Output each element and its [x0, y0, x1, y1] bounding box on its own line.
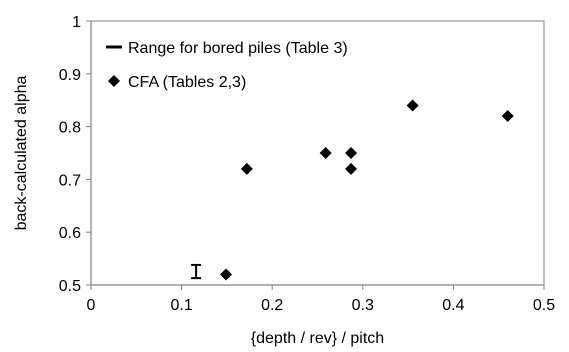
data-marks	[191, 99, 514, 281]
x-axis-ticks: 0 0.1 0.2 0.3 0.4 0.5	[87, 285, 555, 314]
y-tick-label: 0.5	[59, 278, 81, 295]
y-axis-ticks: 0.5 0.6 0.7 0.8 0.9 1	[59, 14, 91, 295]
legend-label-cfa: CFA (Tables 2,3)	[128, 74, 246, 91]
legend-swatch-cfa	[108, 75, 120, 87]
cfa-point	[345, 162, 358, 175]
plot-area-frame	[90, 20, 545, 286]
cfa-point	[219, 268, 232, 281]
y-tick-label: 0.6	[59, 225, 81, 242]
y-tick-label: 0.7	[59, 172, 81, 189]
x-tick-label: 0.4	[442, 297, 464, 314]
y-axis-label: back-calculated alpha	[13, 76, 30, 231]
x-tick-label: 0	[87, 297, 96, 314]
x-tick-label: 0.1	[170, 297, 192, 314]
x-tick-label: 0.2	[261, 297, 283, 314]
x-tick-label: 0.3	[352, 297, 374, 314]
cfa-point	[501, 110, 514, 123]
y-tick-label: 0.8	[59, 120, 81, 137]
x-axis-label: {depth / rev} / pitch	[251, 330, 384, 347]
x-tick-label: 0.5	[533, 297, 555, 314]
legend-diamond-marker	[108, 75, 120, 87]
legend-label-bored-piles: Range for bored piles (Table 3)	[128, 40, 348, 57]
y-tick-label: 1	[72, 14, 81, 31]
legend: Range for bored piles (Table 3) CFA (Tab…	[106, 40, 348, 91]
cfa-point	[240, 162, 253, 175]
cfa-point	[406, 99, 419, 112]
cfa-point	[345, 147, 358, 159]
axes	[90, 20, 545, 286]
y-tick-label: 0.9	[59, 67, 81, 84]
bored-piles-range-bar	[191, 263, 202, 280]
cfa-point	[319, 147, 332, 159]
